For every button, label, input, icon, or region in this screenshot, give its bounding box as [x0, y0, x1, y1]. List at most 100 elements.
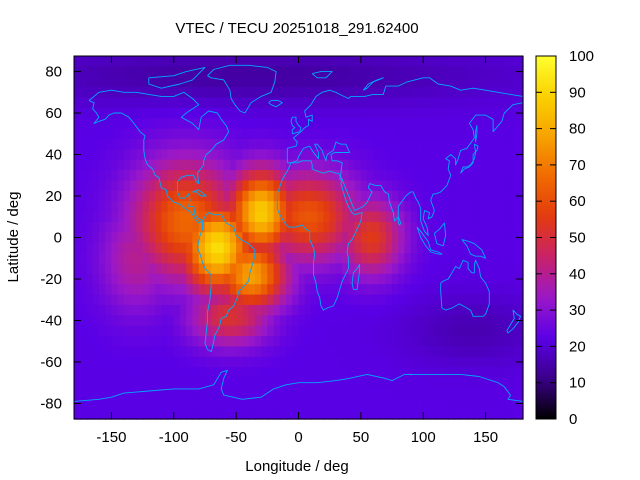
heatmap-cell: [155, 242, 162, 254]
heatmap-cell: [379, 387, 387, 399]
heatmap-cell: [211, 253, 219, 265]
heatmap-cell: [473, 263, 480, 275]
coastline-borneo: [433, 222, 447, 247]
heatmap-cell: [342, 159, 349, 171]
heatmap-cell: [416, 356, 424, 368]
heatmap-cell: [335, 211, 343, 223]
heatmap-cell: [161, 87, 169, 99]
heatmap-cell: [173, 398, 181, 410]
heatmap-cell: [323, 170, 331, 182]
heatmap-cell: [385, 273, 393, 285]
heatmap-cell: [279, 221, 287, 233]
heatmap-cell: [286, 304, 293, 316]
heatmap-cell: [236, 346, 243, 358]
heatmap-cell: [142, 87, 150, 99]
heatmap-cell: [254, 325, 262, 337]
heatmap-cell: [123, 118, 131, 130]
heatmap-cell: [173, 253, 181, 265]
heatmap-cell: [186, 263, 194, 275]
heatmap-cell: [192, 398, 200, 410]
heatmap-cell: [435, 398, 443, 410]
heatmap-cell: [435, 170, 443, 182]
heatmap-cell: [130, 221, 137, 233]
heatmap-cell: [148, 346, 156, 358]
heatmap-cell: [466, 346, 474, 358]
heatmap-cell: [504, 87, 512, 99]
heatmap-cell: [261, 367, 268, 379]
heatmap-cell: [161, 149, 169, 161]
heatmap-cell: [105, 263, 113, 275]
heatmap-cell: [410, 107, 418, 119]
heatmap-cell: [298, 128, 306, 140]
heatmap-cell: [360, 107, 368, 119]
heatmap-cell: [479, 138, 487, 150]
heatmap-cell: [466, 170, 474, 182]
heatmap-cell: [286, 325, 293, 337]
heatmap-cell: [398, 107, 406, 119]
heatmap-cell: [248, 304, 256, 316]
heatmap-cell: [348, 325, 356, 337]
heatmap-cell: [229, 273, 237, 285]
heatmap-cell: [504, 387, 512, 399]
coastline-arctic-islands: [148, 66, 206, 89]
heatmap-cell: [148, 336, 156, 347]
heatmap-cell: [161, 263, 169, 275]
heatmap-cell: [167, 346, 175, 358]
heatmap-cell: [335, 107, 343, 119]
heatmap-cell: [167, 408, 175, 420]
heatmap-cell: [304, 273, 312, 285]
heatmap-cell: [279, 97, 287, 109]
heatmap-cell: [142, 211, 150, 223]
heatmap-cell: [429, 356, 437, 368]
heatmap-cell: [74, 408, 81, 420]
heatmap-cell: [223, 294, 231, 306]
heatmap-cell: [485, 56, 493, 67]
heatmap-cell: [404, 367, 412, 379]
heatmap-cell: [74, 118, 81, 130]
heatmap-cell: [423, 87, 431, 99]
heatmap-cell: [204, 304, 212, 316]
heatmap-cell: [510, 232, 518, 244]
heatmap-cell: [454, 346, 462, 358]
heatmap-cell: [117, 367, 125, 379]
heatmap-cell: [379, 242, 387, 254]
heatmap-cell: [342, 190, 349, 202]
heatmap-cell: [261, 398, 268, 410]
heatmap-cell: [379, 128, 387, 140]
heatmap-cell: [317, 97, 325, 109]
heatmap-cell: [317, 273, 325, 285]
heatmap-cell: [279, 377, 287, 389]
heatmap-cell: [504, 138, 512, 150]
heatmap-cell: [298, 170, 306, 182]
heatmap-cell: [105, 76, 113, 88]
heatmap-cell: [92, 87, 100, 99]
heatmap-cell: [92, 107, 100, 119]
heatmap-cell: [192, 190, 200, 202]
heatmap-cell: [279, 294, 287, 306]
heatmap-cell: [416, 159, 424, 171]
heatmap-cell: [367, 294, 374, 306]
heatmap-cell: [148, 221, 156, 233]
heatmap-cell: [273, 398, 281, 410]
heatmap-cell: [279, 304, 287, 316]
heatmap-cell: [516, 336, 524, 347]
heatmap-cell: [148, 97, 156, 109]
heatmap-cell: [429, 263, 437, 275]
heatmap-cell: [292, 66, 300, 78]
heatmap-cell: [148, 201, 156, 213]
heatmap-cell: [261, 253, 268, 265]
heatmap-cell: [392, 356, 399, 368]
heatmap-cell: [161, 304, 169, 316]
heatmap-cell: [504, 107, 512, 119]
heatmap-cell: [348, 159, 356, 171]
heatmap-cell: [466, 211, 474, 223]
heatmap-cell: [279, 149, 287, 161]
heatmap-cell: [323, 242, 331, 254]
heatmap-cell: [335, 336, 343, 347]
heatmap-cell: [111, 221, 119, 233]
heatmap-cell: [354, 76, 362, 88]
heatmap-cell: [217, 87, 225, 99]
heatmap-cell: [161, 128, 169, 140]
